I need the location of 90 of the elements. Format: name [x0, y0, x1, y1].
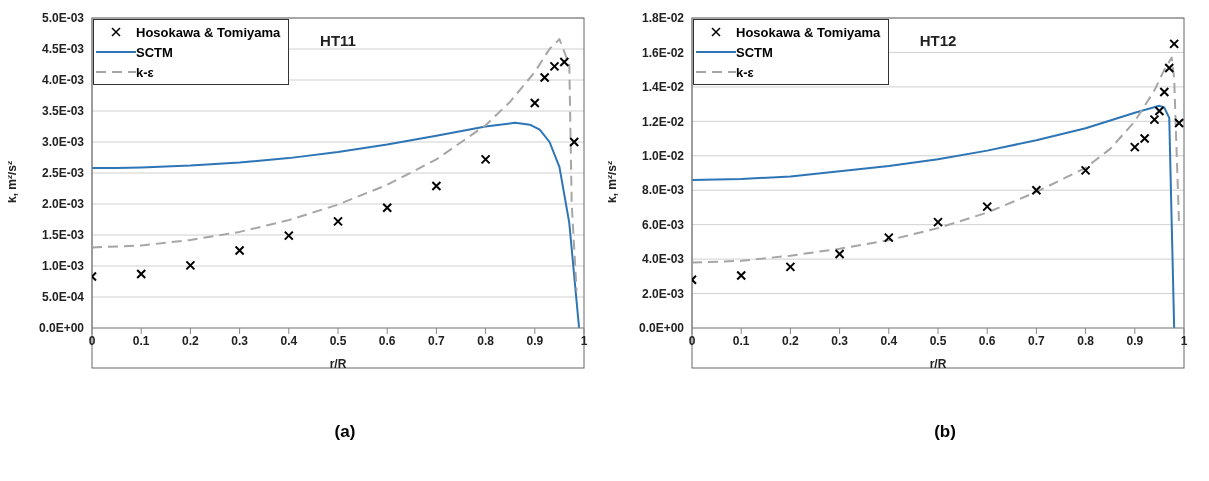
- y-tick-label: 2.5E-03: [41, 166, 85, 181]
- x-tick-label: 0.7: [428, 333, 446, 348]
- y-tick-label: 1.0E-03: [41, 259, 85, 274]
- point: [1159, 87, 1170, 98]
- x-tick-label: 0.8: [1077, 333, 1095, 348]
- x-tick-label: 0.2: [782, 333, 800, 348]
- y-tick-label: 5.0E-04: [41, 290, 85, 305]
- y-tick-label: 6.0E-03: [641, 217, 685, 232]
- y-axis-title: k, m²/s²: [605, 160, 620, 203]
- text: HT11: [320, 32, 356, 49]
- point: [1164, 62, 1175, 73]
- point: [883, 232, 894, 243]
- point: [1169, 38, 1180, 49]
- point: [982, 201, 993, 212]
- point: [569, 137, 580, 147]
- y-tick-label: 3.5E-03: [41, 104, 85, 119]
- line-series: [92, 38, 578, 292]
- point: [559, 57, 570, 68]
- point: [1031, 185, 1042, 196]
- legend-label: k-ε: [136, 64, 154, 80]
- y-tick-label: 1.0E-02: [641, 149, 685, 164]
- point: [431, 181, 442, 192]
- point: [382, 202, 393, 213]
- point: [549, 61, 560, 72]
- legend-label: Hosokawa & Tomiyama: [136, 24, 281, 40]
- y-tick-label: 5.0E-03: [41, 11, 85, 26]
- x-axis-title: r/R: [329, 357, 347, 371]
- point: [283, 230, 294, 241]
- point: [480, 154, 491, 165]
- x-tick-label: 0.1: [132, 333, 150, 348]
- point: [136, 269, 147, 280]
- text: (b): [933, 422, 957, 442]
- y-tick-label: 8.0E-03: [641, 183, 685, 198]
- x-tick-label: 0.5: [929, 333, 947, 348]
- point: [785, 261, 796, 272]
- x-tick-label: 0: [88, 333, 96, 348]
- x-axis-title: r/R: [929, 357, 947, 371]
- y-tick-label: 4.0E-03: [641, 252, 685, 267]
- point: [185, 260, 196, 271]
- x-tick-label: 0.2: [182, 333, 200, 348]
- y-tick-label: 1.8E-02: [641, 11, 685, 26]
- y-tick-label: 0.0E+00: [638, 321, 685, 336]
- legend-label: SCTM: [136, 44, 173, 60]
- line-series: [692, 104, 1176, 328]
- x-tick-label: 0.3: [231, 333, 249, 348]
- legend-label: SCTM: [736, 44, 773, 60]
- y-tick-label: 4.0E-03: [41, 73, 85, 88]
- y-tick-label: 0.0E+00: [38, 321, 85, 336]
- y-tick-label: 1.6E-02: [641, 45, 685, 60]
- y-tick-label: 4.5E-03: [41, 42, 85, 57]
- point: [1139, 133, 1150, 144]
- point: [933, 217, 943, 228]
- point: [234, 245, 245, 256]
- point: [1129, 142, 1140, 153]
- x-tick-label: 0.7: [1028, 333, 1046, 348]
- point: [333, 216, 343, 227]
- x-tick-label: 0.8: [477, 333, 495, 348]
- point: [539, 72, 550, 83]
- x-tick-label: 0.9: [1126, 333, 1144, 348]
- x-tick-label: 0.9: [526, 333, 544, 348]
- x-tick-label: 0.1: [732, 333, 750, 348]
- x-tick-label: 0.6: [378, 333, 396, 348]
- point: [1174, 118, 1184, 129]
- x-tick-label: 0.6: [978, 333, 996, 348]
- y-tick-label: 2.0E-03: [41, 197, 85, 212]
- line-series: [692, 56, 1181, 264]
- x-tick-label: 0.4: [280, 333, 298, 348]
- legend-label: k-ε: [736, 64, 754, 80]
- text: HT12: [919, 32, 957, 49]
- y-tick-label: 3.0E-03: [41, 135, 85, 150]
- line-series: [92, 121, 581, 328]
- y-tick-label: 2.0E-03: [641, 286, 685, 301]
- point: [1080, 165, 1091, 176]
- point: [834, 248, 845, 259]
- point: [736, 270, 747, 281]
- text: (a): [333, 422, 357, 442]
- point: [529, 97, 540, 108]
- point: [1154, 106, 1165, 116]
- legend-label: Hosokawa & Tomiyama: [736, 24, 881, 40]
- x-tick-label: 0.5: [329, 333, 347, 348]
- point: [1149, 114, 1160, 125]
- y-axis-title: k, m²/s²: [5, 160, 20, 203]
- y-tick-label: 1.2E-02: [641, 114, 685, 129]
- x-tick-label: 1: [580, 333, 588, 348]
- x-tick-label: 1: [1180, 333, 1188, 348]
- x-tick-label: 0: [688, 333, 696, 348]
- x-tick-label: 0.4: [880, 333, 898, 348]
- y-tick-label: 1.4E-02: [641, 80, 685, 95]
- x-tick-label: 0.3: [831, 333, 849, 348]
- y-tick-label: 1.5E-03: [41, 228, 85, 243]
